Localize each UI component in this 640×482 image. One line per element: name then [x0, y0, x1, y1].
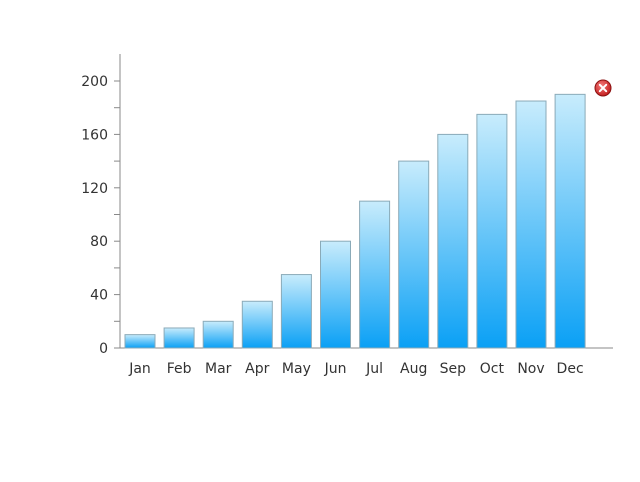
y-tick-label: 40 [90, 288, 108, 304]
bar-jul [359, 200, 391, 349]
x-tick-label: Apr [245, 361, 269, 377]
y-tick-label: 80 [90, 234, 108, 250]
x-tick-label: Dec [557, 361, 584, 377]
bar-may [280, 274, 312, 349]
y-tick-label: 0 [99, 341, 108, 357]
bar-sep [437, 133, 469, 349]
x-tick-label: Jun [324, 361, 347, 377]
x-tick-label: Jan [128, 361, 151, 377]
x-tick-label: Sep [440, 361, 467, 377]
x-tick-label: May [282, 361, 311, 377]
bar-nov [515, 100, 547, 349]
x-tick-label: Oct [480, 361, 505, 377]
x-tick-label: Aug [400, 361, 427, 377]
x-tick-label: Mar [205, 361, 232, 377]
close-icon[interactable] [594, 79, 612, 97]
x-tick-label: Feb [167, 361, 192, 377]
bar-feb [163, 327, 195, 349]
bar-mar [202, 320, 234, 349]
x-tick-label: Nov [517, 361, 544, 377]
bar-aug [398, 160, 430, 349]
y-tick-label: 160 [81, 127, 108, 143]
bar-dec [554, 93, 586, 349]
bar-jan [124, 334, 156, 349]
bar-apr [241, 300, 273, 349]
y-tick-label: 200 [81, 74, 108, 90]
y-tick-label: 120 [81, 181, 108, 197]
bar-jun [320, 240, 351, 349]
bar-oct [476, 113, 508, 349]
x-tick-label: Jul [365, 361, 383, 377]
